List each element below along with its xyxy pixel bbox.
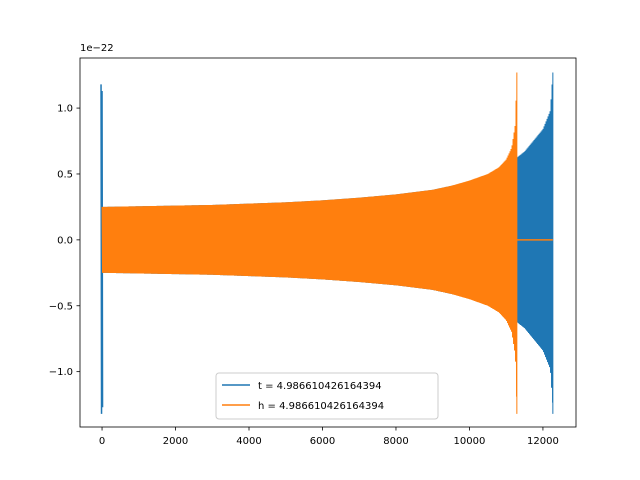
y-tick-label: 0.5 xyxy=(57,169,73,180)
y-tick-label: 0.0 xyxy=(57,235,73,246)
series-layer xyxy=(100,72,554,414)
x-tick-label: 4000 xyxy=(236,436,261,447)
x-tick-label: 10000 xyxy=(454,436,486,447)
x-tick-label: 8000 xyxy=(383,436,408,447)
x-tick-label: 2000 xyxy=(163,436,188,447)
x-tick-label: 6000 xyxy=(310,436,335,447)
y-axis: −1.0 −0.5 0.0 0.5 1.0 xyxy=(49,104,80,378)
x-tick-label: 12000 xyxy=(527,436,559,447)
axes-frame xyxy=(79,57,577,428)
y-tick-label: −0.5 xyxy=(49,301,73,312)
series-line xyxy=(101,72,518,414)
x-axis: 0 2000 4000 6000 8000 10000 12000 xyxy=(99,427,559,447)
y-tick-label: −1.0 xyxy=(49,367,73,378)
legend: t = 4.986610426164394 h = 4.9866104261643… xyxy=(215,372,439,420)
legend-label: h = 4.986610426164394 xyxy=(258,401,384,412)
x-tick-label: 0 xyxy=(99,436,105,447)
legend-label: t = 4.986610426164394 xyxy=(258,381,382,392)
series-orange xyxy=(101,72,553,414)
legend-box xyxy=(215,372,439,420)
y-tick-label: 1.0 xyxy=(57,104,73,115)
y-offset-text: 1e−22 xyxy=(80,43,114,54)
